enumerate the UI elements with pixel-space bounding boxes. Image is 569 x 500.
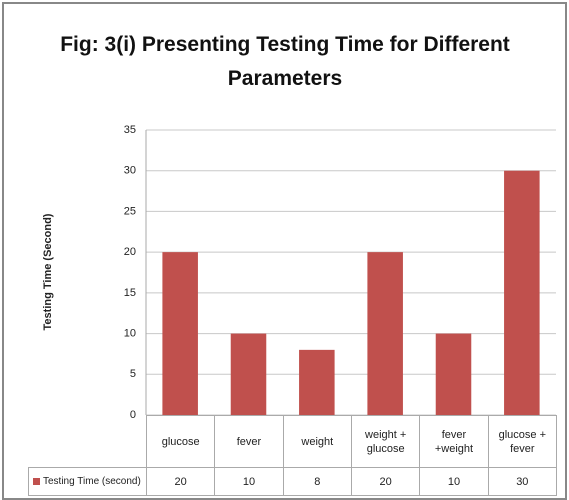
y-tick-label: 25 bbox=[124, 205, 136, 217]
x-tick-label: glucose bbox=[146, 415, 216, 468]
chart-title: Fig: 3(i) Presenting Testing Time for Di… bbox=[60, 33, 510, 90]
data-label: 20 bbox=[146, 467, 216, 496]
y-axis-label: Testing Time (Second) bbox=[42, 213, 54, 330]
x-tick-label: glucose + fever bbox=[487, 415, 557, 468]
data-label: 30 bbox=[487, 467, 557, 496]
bar bbox=[162, 252, 198, 415]
legend-entry: Testing Time (second) bbox=[28, 467, 147, 496]
y-tick-label: 5 bbox=[130, 368, 136, 380]
bar bbox=[504, 170, 540, 415]
x-tick-label: weight bbox=[282, 415, 352, 468]
bar bbox=[299, 349, 335, 415]
legend-swatch bbox=[33, 478, 40, 485]
y-tick-label: 20 bbox=[124, 246, 136, 258]
data-label: 10 bbox=[214, 467, 284, 496]
data-label: 10 bbox=[419, 467, 489, 496]
y-tick-label: 30 bbox=[124, 165, 136, 177]
bar bbox=[435, 333, 472, 415]
x-tick-label: weight + glucose bbox=[351, 415, 421, 468]
y-tick-label: 15 bbox=[124, 287, 136, 299]
bar bbox=[367, 252, 403, 415]
y-tick-label: 0 bbox=[130, 409, 136, 421]
legend-label: Testing Time (second) bbox=[43, 475, 141, 487]
x-tick-label: fever +weight bbox=[419, 415, 489, 468]
y-tick-label: 35 bbox=[124, 124, 136, 136]
x-tick-label: fever bbox=[214, 415, 284, 468]
y-tick-label: 10 bbox=[124, 327, 136, 339]
data-label: 20 bbox=[351, 467, 421, 496]
bar bbox=[230, 333, 267, 415]
data-label: 8 bbox=[282, 467, 352, 496]
